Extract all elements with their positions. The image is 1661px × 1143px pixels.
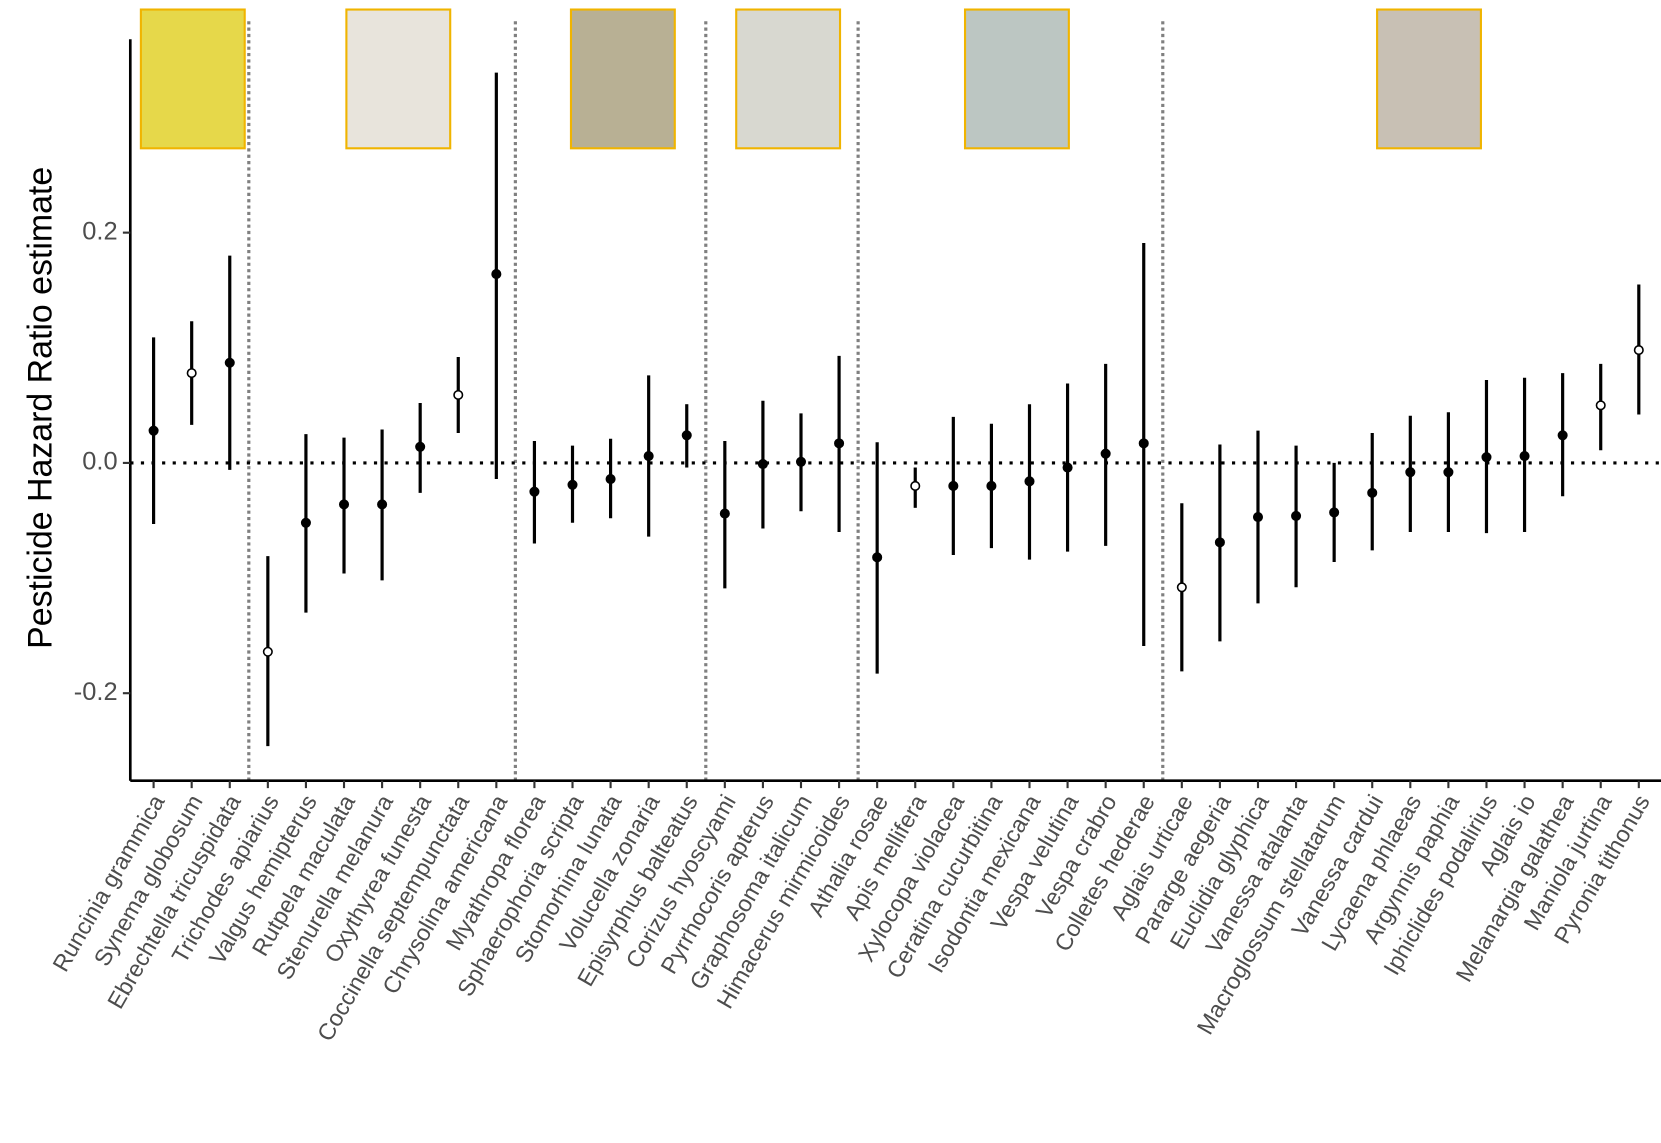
point-estimate [262,646,273,657]
point-estimate [1100,448,1111,459]
y-tick-label: 0.2 [82,217,117,245]
photo-hoverfly [569,8,676,150]
point-estimate [1519,450,1530,462]
group-photos [139,8,1482,150]
point-estimate [872,552,883,563]
point-estimate [986,480,997,491]
photo-crab-spider [139,8,246,150]
point-estimate [415,441,426,452]
photo-beetle [345,8,452,150]
point-estimate [148,425,159,436]
point-estimate [1595,400,1606,411]
point-estimate [1214,537,1225,548]
point-estimate [1024,476,1035,487]
point-estimate [529,486,540,497]
y-tick-label: -0.2 [74,678,118,706]
point-estimate [1252,512,1264,523]
point-estimate [377,499,388,510]
point-estimate [948,480,959,491]
point-estimate [643,450,654,462]
point-estimate [795,456,807,467]
photo-bug [735,8,842,150]
point-estimate [567,479,578,490]
point-estimate [1062,462,1073,473]
point-estimate [1367,487,1378,498]
point-estimate [605,474,616,485]
point-estimate [910,480,921,491]
point-estimate [186,368,197,379]
point-estimate [1176,582,1187,593]
point-estimate [1557,430,1568,441]
point-estimate [757,459,768,470]
point-estimate [1138,438,1149,449]
point-estimate [1633,345,1644,356]
photo-wasp [963,8,1070,150]
point-estimate [719,508,730,519]
point-estimate [453,389,464,401]
point-estimate [1291,510,1302,521]
point-estimate [1405,467,1416,478]
point-estimate [338,499,350,510]
point-estimate [1329,507,1340,518]
point-estimate [1481,452,1492,463]
point-estimate [300,517,311,528]
y-tick-label: 0.0 [82,448,117,476]
point-estimate [491,269,502,280]
point-estimate [834,438,845,449]
photo-butterfly [1376,8,1482,150]
point-estimate [1443,467,1454,478]
point-estimate [224,357,235,368]
point-estimate [681,430,692,441]
y-axis-label: Pesticide Hazard Ratio estimate [21,167,59,649]
